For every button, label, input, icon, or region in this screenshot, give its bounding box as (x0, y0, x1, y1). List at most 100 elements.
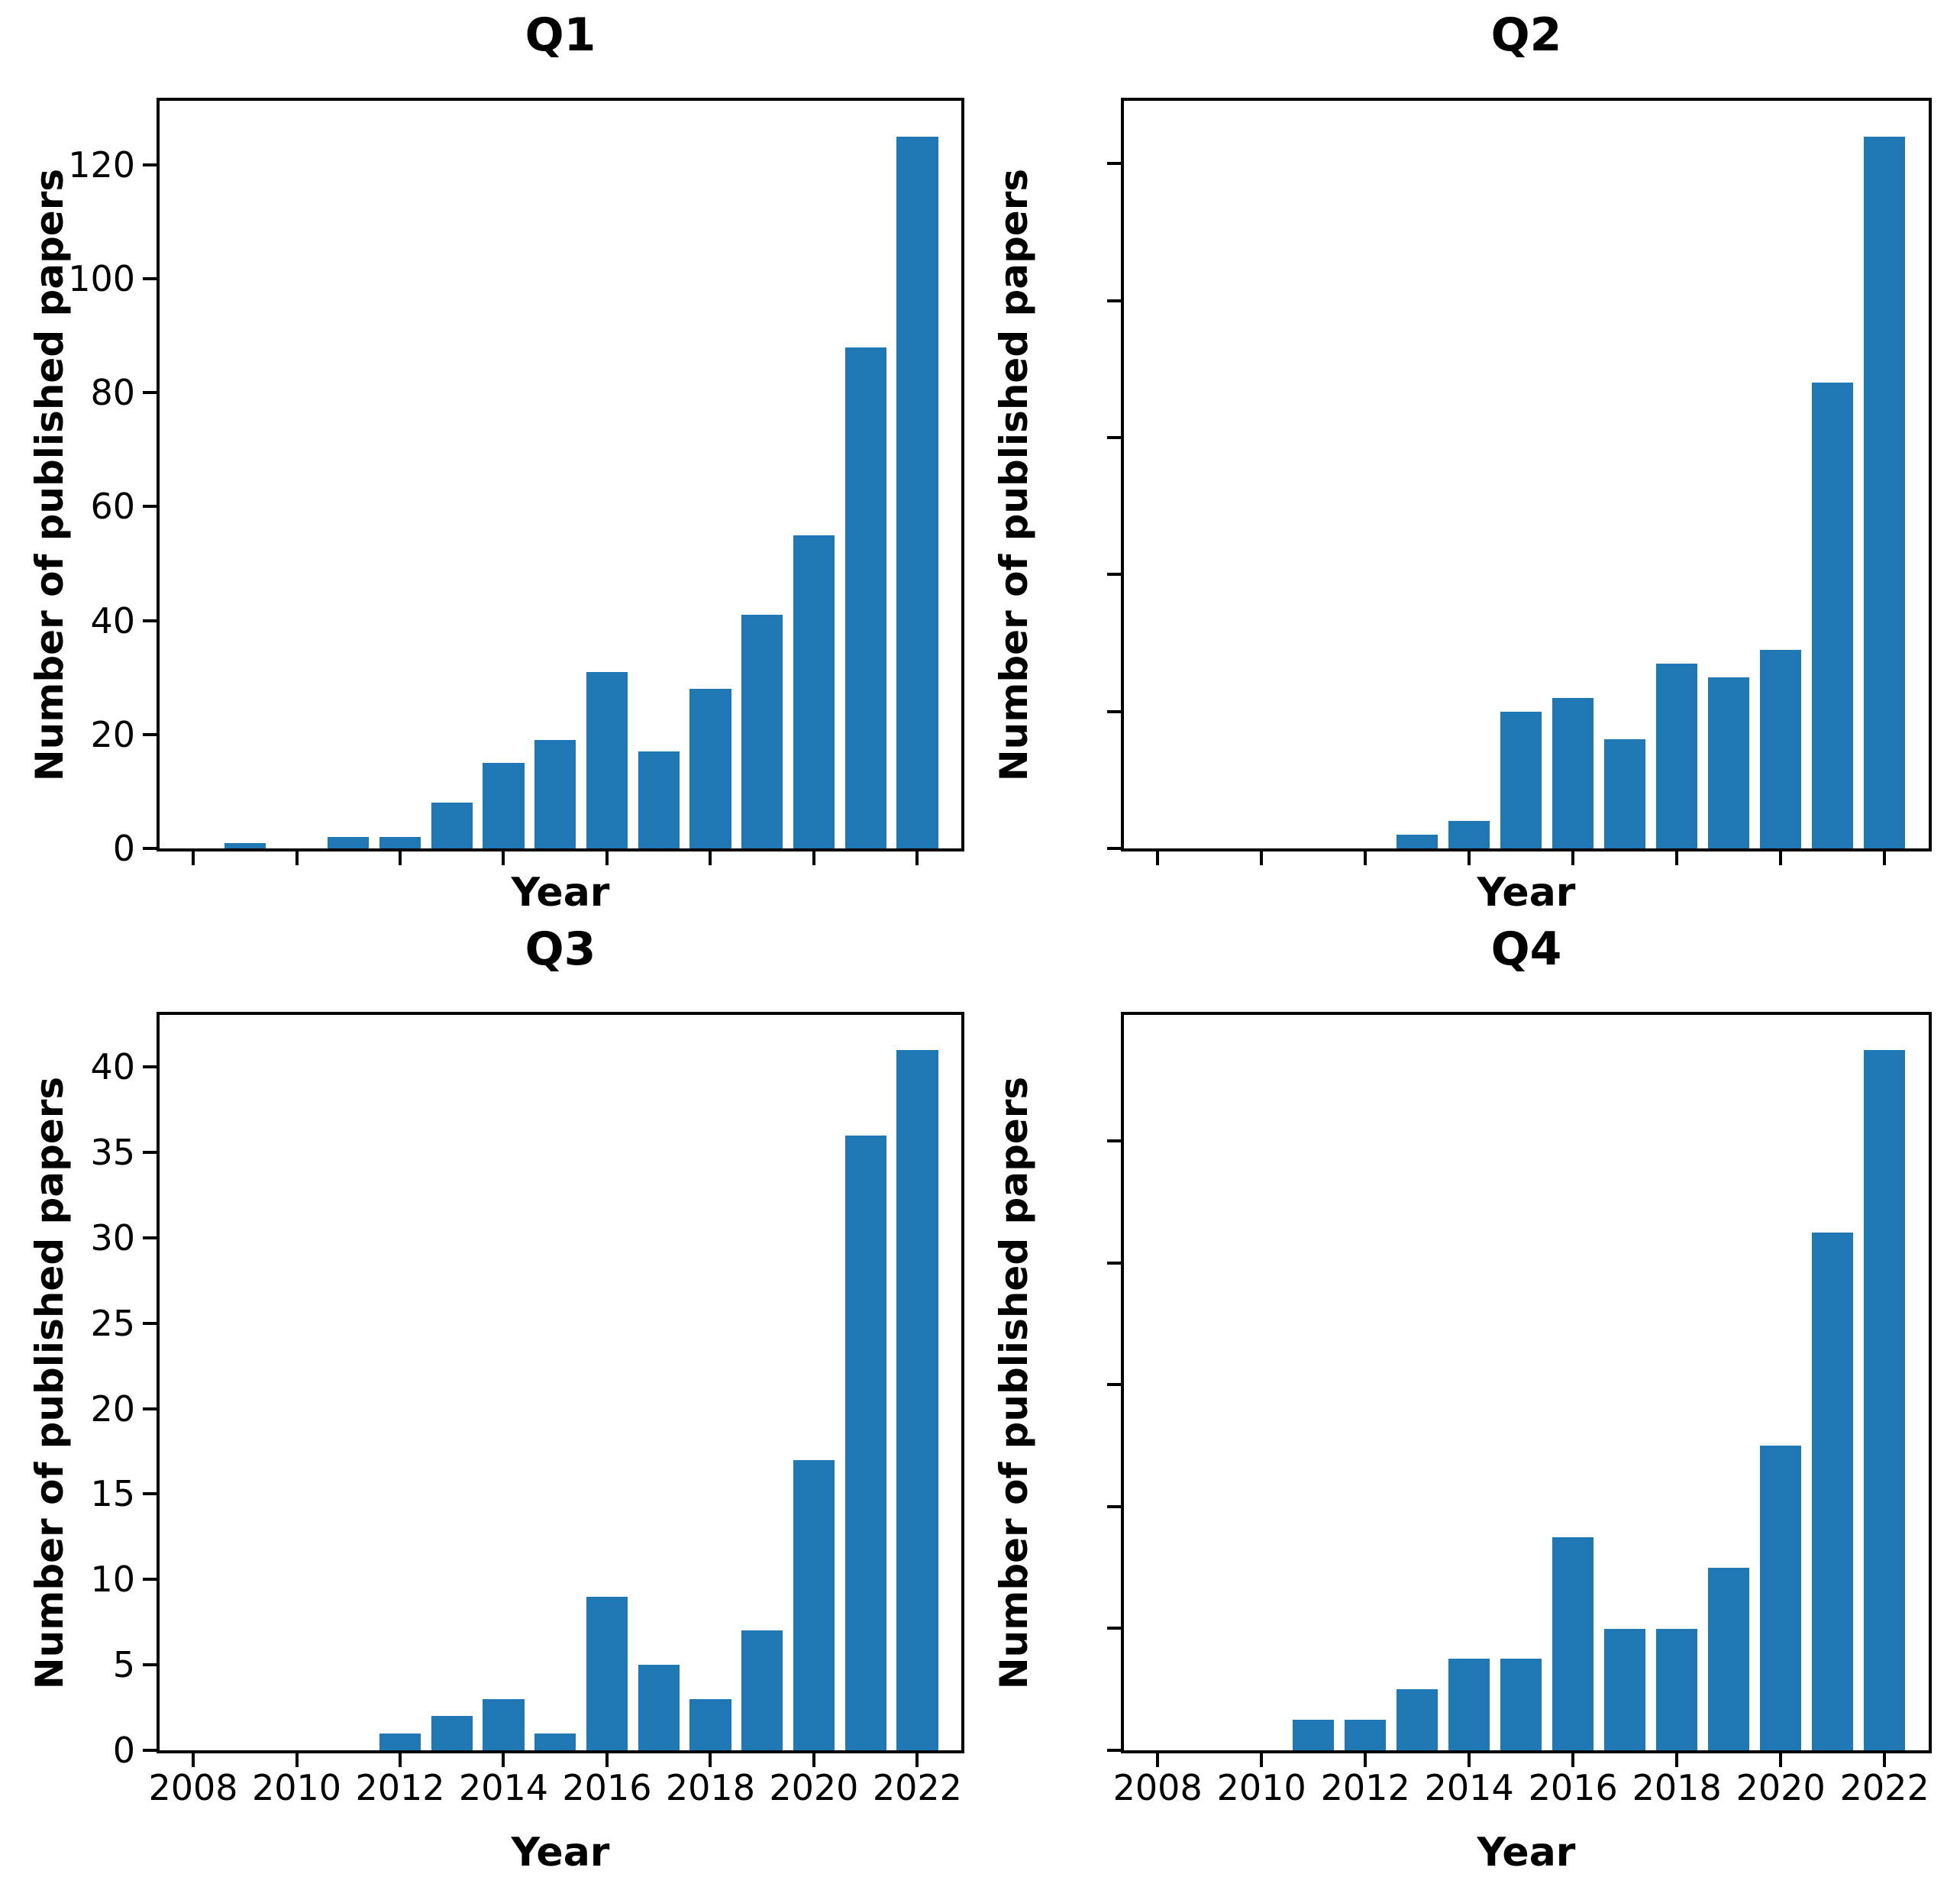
y-tick-label: 5 (112, 1644, 135, 1686)
y-tick-label: 40 (90, 1046, 135, 1088)
x-axis-label-q3: Year (511, 1830, 610, 1876)
x-tick-label: 2010 (1216, 1767, 1306, 1808)
bar-2012 (379, 1733, 421, 1750)
y-tick-label: 20 (90, 1388, 135, 1430)
y-tick-mark (143, 1321, 157, 1325)
y-tick-label: 120 (68, 144, 135, 186)
bar-2009 (224, 842, 266, 848)
x-tick-mark (1571, 851, 1575, 865)
y-tick-mark (143, 505, 157, 509)
y-tick-mark (1107, 1504, 1121, 1508)
plot-area-q4: 2008 2010 2012 2014 2016 2018 2020 2022 (1107, 1012, 1932, 1805)
bar-2018 (1656, 1628, 1698, 1750)
bar-2015 (534, 740, 576, 848)
y-tick-label: 60 (90, 486, 135, 528)
bar-2018 (689, 1698, 731, 1750)
x-tick-mark (1156, 1753, 1160, 1767)
y-tick-label: 0 (112, 1730, 135, 1771)
bar-2019 (741, 1630, 783, 1750)
x-tick-mark (1571, 1753, 1575, 1767)
y-tick-mark (143, 1663, 157, 1667)
bar-2017 (1604, 1628, 1646, 1750)
x-tick-label: 2012 (1320, 1767, 1410, 1808)
x-tick-mark (502, 1753, 505, 1767)
x-tick-mark (1779, 851, 1783, 865)
x-tick-label: 2008 (148, 1767, 238, 1808)
plot-area-q1: 0 20 40 60 80 100 120 (68, 98, 964, 866)
x-tick-mark (295, 1753, 299, 1767)
bar-2014 (1448, 821, 1490, 848)
y-tick-mark (143, 163, 157, 166)
x-tick-mark (915, 851, 919, 865)
bar-2022 (896, 1049, 938, 1750)
x-tick-mark (1468, 1753, 1471, 1767)
y-tick-label: 30 (90, 1217, 135, 1259)
bar-2019 (741, 615, 783, 848)
y-tick-label: 20 (90, 713, 135, 755)
y-tick-mark (1107, 709, 1121, 713)
y-tick-label: 15 (90, 1473, 135, 1515)
y-tick-mark (1107, 1139, 1121, 1143)
x-tick-mark (1675, 1753, 1679, 1767)
bar-2021 (844, 347, 886, 848)
x-tick-mark (295, 851, 299, 865)
y-tick-mark (1107, 1627, 1121, 1630)
chart-title-q4: Q4 (1490, 922, 1562, 976)
x-tick-label: 2018 (665, 1767, 755, 1808)
bar-2020 (1760, 650, 1802, 848)
x-tick-mark (1675, 851, 1679, 865)
y-tick-mark (143, 1065, 157, 1069)
bar-2016 (1552, 697, 1594, 848)
y-axis-label-column-q4: Number of published papers (980, 1012, 1048, 1753)
bar-2019 (1708, 677, 1750, 848)
x-tick-label: 2014 (458, 1767, 549, 1808)
x-tick-mark (709, 851, 712, 865)
x-tick-mark (1779, 1753, 1783, 1767)
x-tick-mark (1156, 851, 1160, 865)
y-tick-mark (143, 391, 157, 395)
y-tick-mark (143, 1749, 157, 1752)
x-tick-label: 2022 (1839, 1767, 1929, 1808)
bar-2012 (1345, 1720, 1387, 1750)
y-tick-mark (1107, 1383, 1121, 1387)
bar-2011 (1293, 1720, 1335, 1750)
x-tick-mark (192, 851, 195, 865)
bar-2020 (793, 535, 835, 848)
y-tick-mark (1107, 847, 1121, 850)
plot-area-q2 (1107, 98, 1932, 865)
bar-2022 (1864, 136, 1906, 848)
x-tick-mark (605, 1753, 609, 1767)
bar-2011 (328, 837, 370, 848)
x-tick-mark (399, 1753, 402, 1767)
y-axis-label-q3: Number of published papers (27, 1076, 72, 1689)
subplot-q1: Q1 Number of published papers 0 20 40 60 80 1… (27, 12, 964, 913)
bar-2014 (483, 763, 525, 848)
chart-title-q1: Q1 (525, 8, 596, 62)
x-axis-label-q1: Year (511, 870, 610, 916)
y-tick-mark (143, 847, 157, 850)
chart-title-q2: Q2 (1490, 8, 1562, 62)
bar-2017 (638, 751, 680, 848)
x-tick-mark (812, 851, 815, 865)
x-tick-mark (915, 1753, 919, 1767)
y-tick-mark (143, 619, 157, 622)
bar-2022 (1864, 1049, 1906, 1750)
y-tick-mark (1107, 573, 1121, 577)
bar-2013 (1397, 1689, 1439, 1750)
x-tick-mark (399, 851, 402, 865)
y-tick-mark (1107, 1749, 1121, 1752)
bar-2018 (689, 689, 731, 848)
x-tick-mark (709, 1753, 712, 1767)
y-tick-label: 100 (68, 258, 135, 300)
subplot-q2: Q2 Number of published papers Year (992, 12, 1932, 913)
y-tick-label: 35 (90, 1132, 135, 1174)
bar-2021 (1812, 1233, 1854, 1750)
bar-2019 (1708, 1567, 1750, 1750)
x-tick-label: 2016 (562, 1767, 652, 1808)
subplot-q3: Q3 Number of published papers 0 5 10 15 20 25… (27, 926, 964, 1872)
bar-2021 (844, 1135, 886, 1750)
y-tick-mark (1107, 1261, 1121, 1265)
bar-2015 (1500, 711, 1542, 848)
x-tick-mark (192, 1753, 195, 1767)
